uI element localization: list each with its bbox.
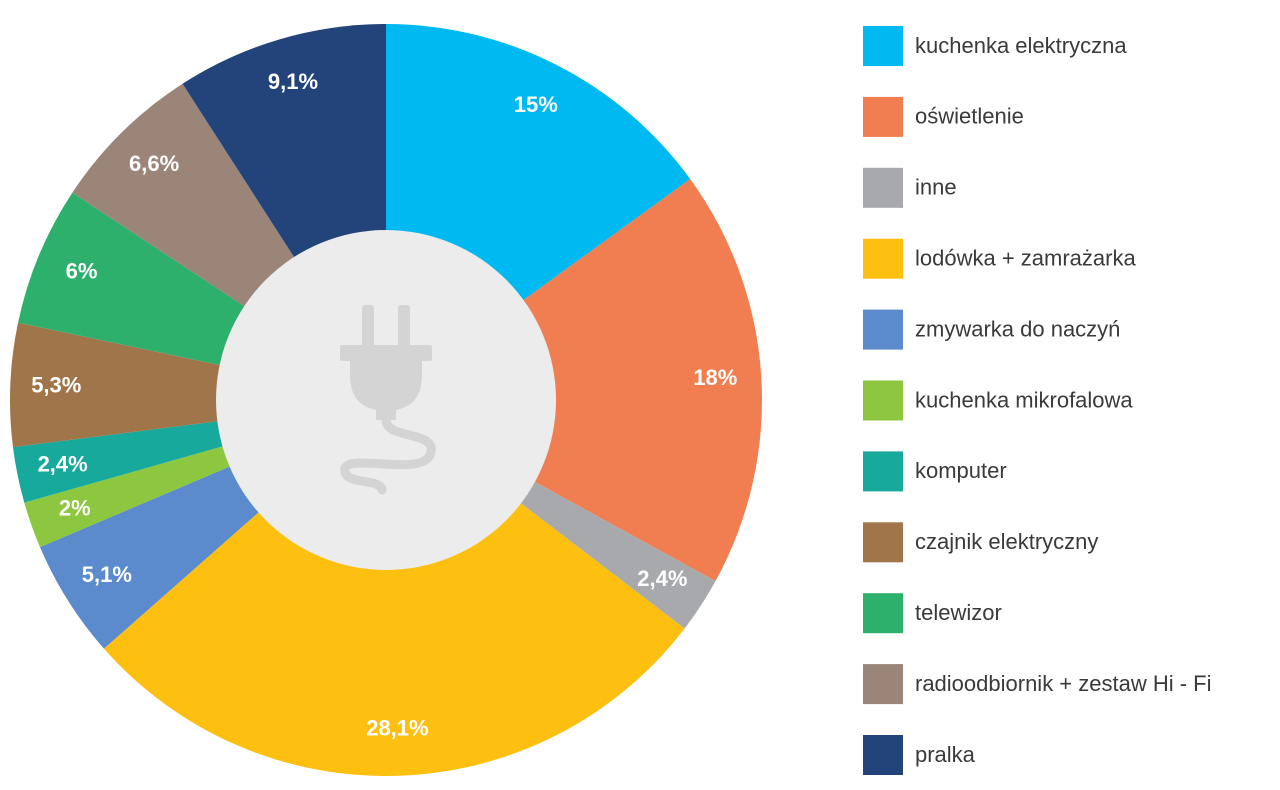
legend-swatch — [863, 167, 903, 208]
legend-label: inne — [915, 175, 957, 200]
legend: kuchenka elektryczna oświetlenie inne lodów… — [863, 26, 1212, 775]
value-label: 2,4% — [637, 566, 687, 591]
plug-icon — [340, 305, 436, 495]
value-label: 2,4% — [38, 452, 88, 477]
value-label: 5,1% — [82, 562, 132, 587]
legend-swatch — [863, 735, 903, 775]
legend-label: kuchenka elektryczna — [915, 33, 1127, 58]
legend-label: radioodbiornik + zestaw Hi - Fi — [915, 671, 1212, 696]
legend-label: czajnik elektryczny — [915, 529, 1098, 554]
slice — [103, 400, 685, 776]
legend-label: oświetlenie — [915, 104, 1024, 129]
legend-swatch — [863, 238, 903, 279]
value-label: 18% — [693, 365, 737, 390]
slice — [386, 178, 762, 582]
legend-swatch — [863, 380, 903, 421]
legend-swatch — [863, 26, 903, 66]
value-label: 15% — [514, 92, 558, 117]
legend-label: lodówka + zamrażarka — [915, 246, 1136, 271]
value-label: 5,3% — [31, 372, 81, 397]
value-label: 6% — [66, 259, 98, 284]
legend-label: pralka — [915, 742, 976, 767]
value-label: 28,1% — [366, 716, 428, 741]
legend-swatch — [863, 451, 903, 492]
legend-swatch — [863, 96, 903, 137]
value-label: 9,1% — [268, 69, 318, 94]
value-labels: 15% 18% 2,4% 28,1% 5,1% 2% 2,4% 5,3% 6% 6,6% 9,1% — [31, 69, 737, 740]
legend-label: komputer — [915, 458, 1007, 483]
legend-label: telewizor — [915, 600, 1002, 625]
legend-swatch — [863, 593, 903, 634]
legend-swatch — [863, 522, 903, 563]
slice — [9, 322, 386, 448]
legend-swatch — [863, 664, 903, 705]
legend-label: kuchenka mikrofalowa — [915, 387, 1133, 412]
legend-swatch — [863, 309, 903, 350]
value-label: 2% — [59, 496, 91, 521]
legend-label: zmywarka do naczyń — [915, 316, 1120, 341]
value-label: 6,6% — [129, 151, 179, 176]
